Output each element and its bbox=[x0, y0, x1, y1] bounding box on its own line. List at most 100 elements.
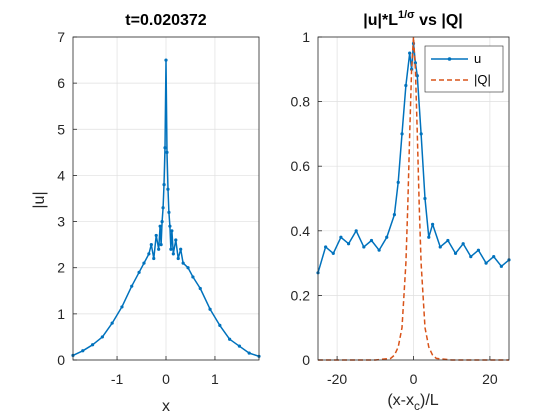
left-data-point bbox=[130, 284, 134, 288]
left-xtick-label: 0 bbox=[162, 371, 170, 387]
left-ticks: -1 0 1 0 1 2 3 4 5 6 7 bbox=[57, 29, 219, 387]
left-data-point bbox=[176, 256, 180, 261]
left-data-point bbox=[164, 58, 168, 62]
right-title: |u|*L1/σ vs |Q| bbox=[363, 9, 463, 29]
legend-u-marker bbox=[447, 57, 452, 61]
right-axes: -20 0 20 0 0.2 0.4 0.6 0.8 1 |u|*L1/σ vs |Q| (x-… bbox=[291, 9, 511, 413]
right-data-point bbox=[499, 264, 503, 268]
left-data-point bbox=[158, 224, 162, 228]
left-data-point bbox=[174, 238, 178, 242]
left-data-point bbox=[171, 252, 175, 256]
right-data-point bbox=[346, 242, 351, 246]
right-ytick-label: 0 bbox=[302, 352, 310, 368]
right-xtick-label: -20 bbox=[327, 371, 347, 387]
right-data-point bbox=[339, 235, 343, 239]
left-axes: -1 0 1 0 1 2 3 4 5 6 7 t=0.020372 x |u| bbox=[31, 12, 261, 415]
right-ytick-label: 0.4 bbox=[291, 223, 311, 239]
left-title: t=0.020372 bbox=[125, 12, 207, 29]
right-data-point bbox=[354, 229, 358, 233]
right-ytick-label: 0.8 bbox=[291, 94, 311, 110]
left-data-point bbox=[160, 219, 164, 224]
right-data-point bbox=[427, 235, 431, 239]
left-data-point bbox=[168, 224, 172, 228]
right-data-point bbox=[324, 245, 328, 249]
legend-box bbox=[424, 45, 504, 93]
left-data-point bbox=[186, 266, 190, 270]
right-ytick-label: 1 bbox=[302, 29, 310, 45]
left-data-point bbox=[120, 305, 124, 309]
right-data-point bbox=[404, 83, 408, 88]
right-xlabel: (x-xc)/L bbox=[387, 392, 438, 413]
right-ytick-label: 0.6 bbox=[291, 158, 311, 174]
right-data-point bbox=[331, 251, 335, 256]
left-data-point bbox=[161, 206, 165, 210]
left-data-point bbox=[228, 337, 232, 341]
left-ytick-label: 0 bbox=[57, 352, 65, 368]
left-data-point bbox=[218, 323, 222, 327]
left-data-point bbox=[162, 183, 166, 187]
right-data-point bbox=[453, 251, 458, 256]
right-data-point bbox=[423, 196, 427, 201]
right-data-point bbox=[476, 248, 481, 252]
left-data-point bbox=[100, 335, 104, 339]
left-data-point bbox=[149, 243, 153, 247]
left-data-point bbox=[167, 210, 171, 214]
right-data-point bbox=[400, 132, 404, 136]
right-title-part-1: |u|*L bbox=[363, 12, 398, 29]
left-data-point bbox=[142, 261, 146, 265]
right-xlabel-subscript: c bbox=[414, 399, 420, 413]
left-ytick-label: 4 bbox=[57, 167, 65, 183]
left-data-point bbox=[157, 247, 161, 251]
left-xtick-label: -1 bbox=[111, 371, 124, 387]
right-xlabel-part-1: (x-x bbox=[387, 392, 414, 409]
right-data-point bbox=[492, 255, 496, 259]
left-ytick-label: 5 bbox=[57, 121, 65, 137]
left-data-point bbox=[237, 344, 242, 348]
left-data-point bbox=[81, 349, 85, 353]
right-series bbox=[316, 36, 511, 361]
left-data-point bbox=[166, 187, 170, 191]
left-data-point bbox=[147, 252, 151, 256]
right-xlabel-part-2: )/L bbox=[420, 392, 439, 409]
right-ticks: -20 0 20 0 0.2 0.4 0.6 0.8 1 bbox=[291, 29, 498, 387]
left-data-point bbox=[247, 351, 251, 355]
right-xtick-label: 0 bbox=[410, 371, 418, 387]
left-ytick-label: 7 bbox=[57, 29, 65, 45]
right-data-point bbox=[377, 248, 381, 252]
left-data-point bbox=[191, 275, 195, 279]
right-data-point bbox=[415, 74, 419, 78]
left-ytick-label: 6 bbox=[57, 75, 65, 91]
right-data-point bbox=[469, 255, 473, 259]
left-series bbox=[71, 58, 261, 358]
legend: u |Q| bbox=[424, 45, 504, 93]
right-data-point bbox=[385, 235, 389, 239]
right-data-point bbox=[461, 242, 465, 246]
left-xtick-label: 1 bbox=[211, 371, 219, 387]
right-data-point bbox=[408, 51, 412, 55]
right-xtick-label: 20 bbox=[482, 371, 498, 387]
left-ytick-label: 3 bbox=[57, 214, 65, 230]
left-data-point bbox=[154, 233, 158, 238]
right-title-part-2: vs |Q| bbox=[415, 12, 463, 29]
left-ytick-label: 1 bbox=[57, 306, 65, 322]
left-ytick-label: 2 bbox=[57, 260, 65, 276]
left-data-point bbox=[198, 286, 202, 291]
right-data-point bbox=[438, 245, 442, 249]
right-data-point bbox=[431, 222, 435, 226]
right-data-point bbox=[362, 245, 366, 249]
left-ylabel: |u| bbox=[31, 191, 48, 208]
left-data-point bbox=[179, 247, 183, 251]
left-data-point bbox=[169, 247, 173, 251]
legend-q-label: |Q| bbox=[474, 72, 491, 87]
right-data-point bbox=[419, 132, 423, 136]
right-data-point bbox=[392, 213, 396, 217]
left-data-point bbox=[163, 146, 167, 150]
right-data-point bbox=[369, 238, 374, 243]
left-xlabel: x bbox=[162, 398, 170, 415]
left-data-point bbox=[170, 229, 174, 233]
right-data-point bbox=[396, 180, 400, 184]
left-data-point bbox=[165, 150, 169, 154]
right-ytick-label: 0.2 bbox=[291, 287, 311, 303]
right-data-point bbox=[446, 238, 450, 243]
right-data-point bbox=[413, 61, 418, 65]
